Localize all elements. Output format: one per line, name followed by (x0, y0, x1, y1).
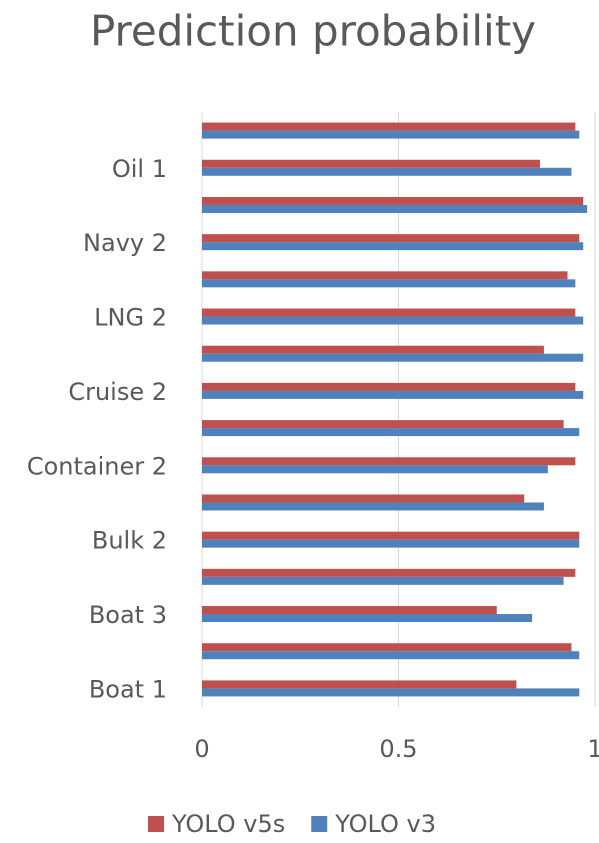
y-tick-label: LNG 2 (94, 304, 167, 332)
y-tick-label: Navy 2 (83, 229, 167, 257)
bar (202, 159, 540, 168)
y-tick-label: Boat 1 (89, 675, 167, 703)
bar (202, 353, 584, 362)
y-tick-label: Container 2 (27, 452, 167, 480)
bar (202, 167, 572, 176)
legend-label: YOLO v5s (171, 810, 285, 838)
bar (202, 568, 576, 577)
bar (202, 457, 576, 466)
legend-swatch (148, 816, 164, 832)
bar (202, 204, 588, 213)
bar (202, 242, 584, 251)
bar (202, 606, 497, 615)
legend-swatch (311, 816, 328, 832)
bar (202, 122, 576, 131)
bar (202, 614, 533, 623)
bar (202, 390, 584, 399)
bar (202, 196, 584, 205)
bar (202, 234, 580, 243)
y-tick-label: Boat 3 (89, 601, 167, 629)
bar (202, 130, 580, 139)
bar (202, 494, 525, 503)
bar (202, 531, 580, 540)
bar (202, 316, 584, 325)
x-tick-label: 1 (587, 735, 599, 763)
bar (202, 688, 580, 697)
bar (202, 345, 544, 354)
bar (202, 576, 564, 585)
bar (202, 308, 576, 317)
bar (202, 465, 548, 474)
bar (202, 382, 576, 391)
bar (202, 428, 580, 437)
y-tick-label: Cruise 2 (68, 378, 167, 406)
bar (202, 651, 580, 660)
legend-label: YOLO v3 (334, 810, 436, 838)
bar (202, 279, 576, 288)
bar (202, 502, 544, 511)
chart-title: Prediction probability (90, 7, 536, 56)
y-tick-label: Oil 1 (112, 155, 167, 183)
x-tick-label: 0 (194, 735, 209, 763)
bar (202, 420, 564, 429)
bar (202, 271, 568, 280)
bar (202, 539, 580, 548)
bar (202, 680, 517, 689)
y-tick-label: Bulk 2 (92, 527, 167, 555)
x-tick-label: 0.5 (379, 735, 417, 763)
bar (202, 643, 572, 652)
